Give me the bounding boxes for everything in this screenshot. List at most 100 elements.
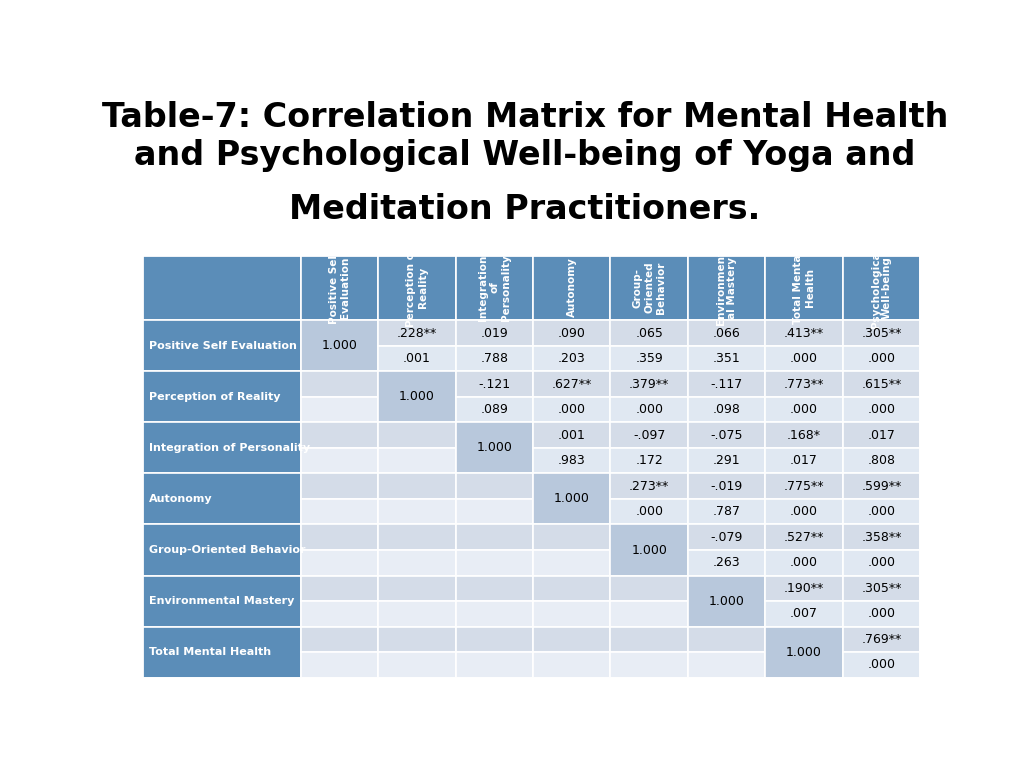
Text: .089: .089 [480, 403, 508, 416]
Bar [843, 575, 920, 601]
Bar [456, 525, 534, 550]
Bar [688, 652, 765, 677]
Bar [688, 346, 765, 372]
Text: -.079: -.079 [711, 531, 742, 544]
Bar [843, 525, 920, 550]
Bar [378, 448, 456, 473]
Bar [456, 422, 534, 473]
Bar [843, 372, 920, 397]
Bar [142, 255, 301, 320]
Bar [456, 255, 534, 320]
Bar [610, 525, 688, 575]
Text: .769**: .769** [861, 633, 901, 646]
Bar [456, 601, 534, 627]
Bar [765, 255, 843, 320]
Bar [534, 601, 610, 627]
Bar [142, 473, 301, 525]
Bar [534, 550, 610, 575]
Bar [378, 550, 456, 575]
Bar [301, 550, 378, 575]
Bar [843, 627, 920, 652]
Text: -.117: -.117 [711, 378, 742, 391]
Bar [456, 550, 534, 575]
Bar [301, 422, 378, 448]
Bar [378, 422, 456, 448]
Bar [688, 525, 765, 550]
Text: .379**: .379** [629, 378, 670, 391]
Text: 1.000: 1.000 [554, 492, 590, 505]
Bar [843, 320, 920, 346]
Bar [843, 397, 920, 422]
Text: .001: .001 [403, 352, 431, 365]
Text: 1.000: 1.000 [709, 594, 744, 607]
Bar [765, 499, 843, 525]
Bar [378, 601, 456, 627]
Text: .775**: .775** [783, 480, 824, 493]
Bar [610, 499, 688, 525]
Bar [456, 473, 534, 499]
Bar [688, 372, 765, 397]
Text: .000: .000 [867, 556, 895, 569]
Bar [456, 652, 534, 677]
Text: -.121: -.121 [478, 378, 510, 391]
Text: .000: .000 [867, 505, 895, 518]
Bar [610, 372, 688, 397]
Bar [843, 448, 920, 473]
Bar [378, 320, 456, 346]
Bar [456, 575, 534, 601]
Bar [301, 255, 378, 320]
Text: .000: .000 [790, 505, 818, 518]
Text: .017: .017 [867, 429, 895, 442]
Text: .305**: .305** [861, 326, 901, 339]
Bar [765, 575, 843, 601]
Text: Group-
Oriented
Behavior: Group- Oriented Behavior [633, 261, 666, 314]
Bar [301, 499, 378, 525]
Text: .627**: .627** [552, 378, 592, 391]
Text: Integration of Personality: Integration of Personality [148, 443, 309, 453]
Text: .000: .000 [867, 352, 895, 365]
Bar [765, 397, 843, 422]
Text: .808: .808 [867, 454, 895, 467]
Bar [688, 499, 765, 525]
Text: Group-Oriented Behavior: Group-Oriented Behavior [148, 545, 305, 555]
Bar [534, 422, 610, 448]
Bar [610, 448, 688, 473]
Text: .019: .019 [480, 326, 508, 339]
Text: Positive Self Evaluation: Positive Self Evaluation [148, 341, 297, 351]
Bar [301, 397, 378, 422]
Text: .000: .000 [558, 403, 586, 416]
Bar [765, 525, 843, 550]
Text: Environmental Mastery: Environmental Mastery [148, 596, 294, 606]
Bar [534, 255, 610, 320]
Bar [843, 652, 920, 677]
Text: 1.000: 1.000 [399, 390, 435, 403]
Text: .359: .359 [635, 352, 663, 365]
Text: .983: .983 [558, 454, 586, 467]
Text: and Psychological Well-being of Yoga and: and Psychological Well-being of Yoga and [134, 140, 915, 173]
Bar [378, 525, 456, 550]
Bar [142, 525, 301, 575]
Text: Perception of Reality: Perception of Reality [148, 392, 281, 402]
Text: .000: .000 [867, 658, 895, 671]
Bar [378, 372, 456, 422]
Text: Environment
al Mastery: Environment al Mastery [716, 250, 737, 325]
Bar [765, 627, 843, 677]
Text: .787: .787 [713, 505, 740, 518]
Text: .098: .098 [713, 403, 740, 416]
Text: .090: .090 [558, 326, 586, 339]
Bar [688, 255, 765, 320]
Bar [610, 652, 688, 677]
Bar [378, 499, 456, 525]
Text: .788: .788 [480, 352, 508, 365]
Text: 1.000: 1.000 [322, 339, 357, 353]
Bar [534, 397, 610, 422]
Bar [765, 448, 843, 473]
Text: .007: .007 [790, 607, 818, 621]
Bar [610, 346, 688, 372]
Bar [843, 422, 920, 448]
Bar [456, 499, 534, 525]
Bar [142, 422, 301, 473]
Text: .291: .291 [713, 454, 740, 467]
Bar [610, 422, 688, 448]
Bar [534, 448, 610, 473]
